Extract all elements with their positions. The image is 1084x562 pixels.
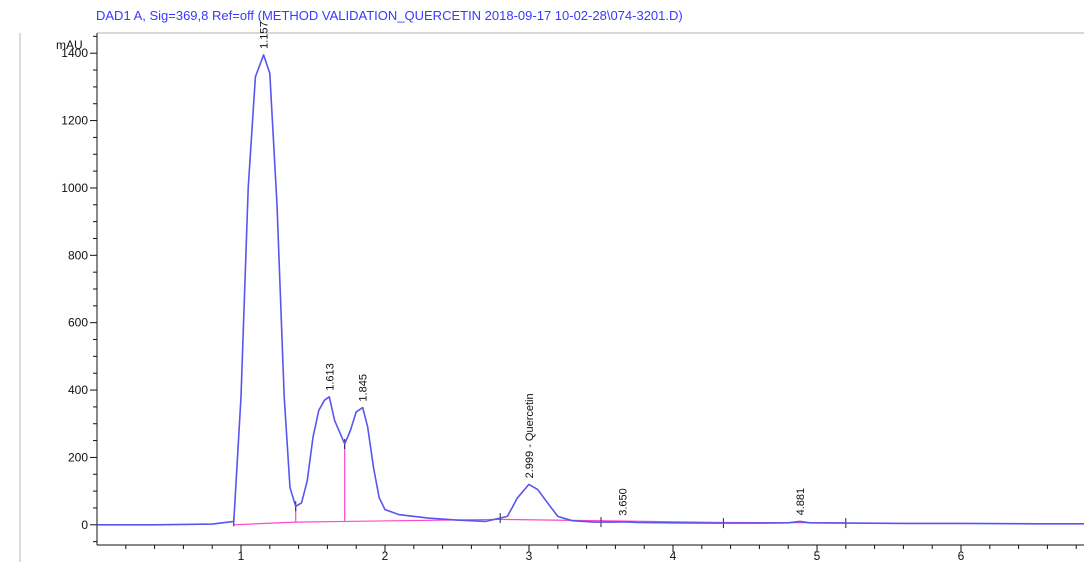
baseline-segment [233, 521, 296, 526]
x-tick-label: 5 [814, 549, 821, 562]
trace-layer [97, 54, 1084, 526]
x-tick-label: 1 [238, 549, 245, 562]
baseline-layer [233, 438, 847, 529]
chromatogram-trace [97, 54, 1084, 526]
peak-label-layer: 1.157 1.613 1.845 2.999 - Quercetin 3.650 4.8… [259, 21, 807, 515]
peak-label: 2.999 - Quercetin [524, 393, 536, 478]
peak-label: 4.881 [795, 488, 807, 516]
y-tick-label: 200 [68, 450, 88, 464]
baseline-segment [295, 520, 345, 523]
peak-label: 1.845 [358, 374, 370, 402]
x-tick-label: 6 [958, 549, 965, 562]
y-axis-label: mAU [56, 38, 83, 52]
y-tick-label: 600 [68, 316, 88, 330]
y-tick-label: 400 [68, 383, 88, 397]
axes-group: 0 200 400 600 800 1000 1200 1400 1 2 3 4 5 6 [19, 32, 1084, 562]
y-tick-label: 800 [68, 248, 88, 262]
x-tick-label: 3 [526, 549, 533, 562]
y-tick-label: 1200 [61, 114, 88, 128]
baseline-segment [600, 520, 724, 524]
peak-label: 1.613 [324, 363, 336, 391]
peak-label: 1.157 [259, 21, 271, 49]
chart-title: DAD1 A, Sig=369,8 Ref=off (METHOD VALIDA… [96, 8, 683, 23]
x-tick-label: 4 [670, 549, 677, 562]
peak-label: 3.650 [618, 488, 630, 516]
y-tick-label: 1000 [61, 181, 88, 195]
y-tick-label: 0 [81, 518, 88, 532]
x-tick-label: 2 [382, 549, 389, 562]
baseline-segment [500, 518, 602, 522]
y-tick-label: 1400 [61, 46, 88, 60]
baseline-segment [344, 518, 501, 523]
